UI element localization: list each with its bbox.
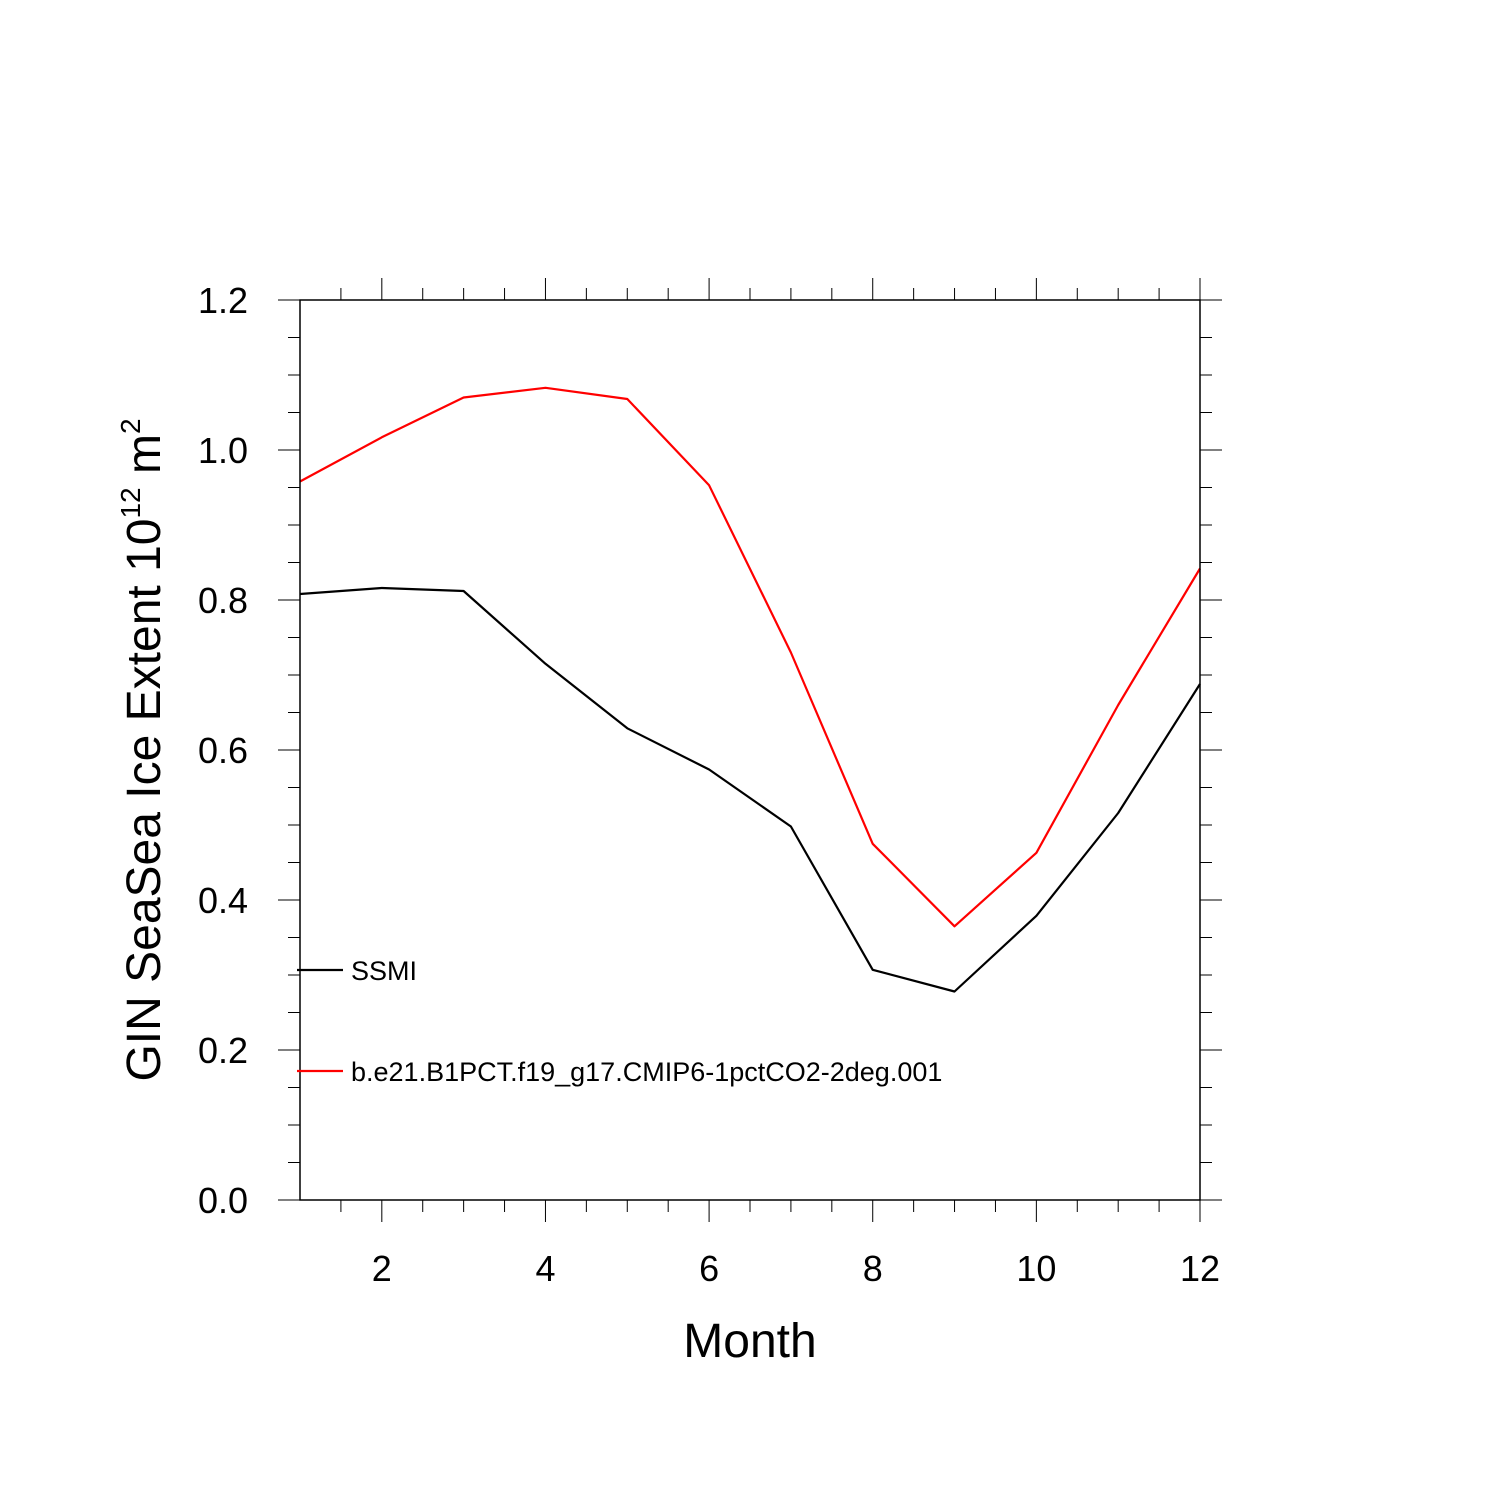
- y-tick-label: 0.8: [198, 580, 248, 621]
- x-tick-label: 2: [372, 1248, 392, 1289]
- x-tick-label: 4: [535, 1248, 555, 1289]
- series-line-model: [299, 386, 1201, 928]
- y-tick-label: 1.0: [198, 430, 248, 471]
- lines-layer: [299, 386, 1201, 993]
- legend: SSMI b.e21.B1PCT.f19_g17.CMIP6-1pctCO2-2d…: [297, 956, 942, 1087]
- legend-label: SSMI: [351, 956, 417, 986]
- x-tick-label: 12: [1180, 1248, 1220, 1289]
- y-tick-label: 0.0: [198, 1180, 248, 1221]
- legend-label: b.e21.B1PCT.f19_g17.CMIP6-1pctCO2-2deg.0…: [351, 1057, 942, 1087]
- y-axis-label-exponent-1: 12: [115, 487, 146, 518]
- y-axis-label-prefix: GIN SeaSea Ice Extent 10: [118, 519, 171, 1082]
- y-axis-label: GIN SeaSea Ice Extent 1012 m2: [115, 418, 171, 1081]
- y-axis-label-middle: m: [118, 434, 171, 487]
- x-axis-label: Month: [683, 1315, 816, 1368]
- y-tick-label: 1.2: [198, 280, 248, 321]
- x-tick-label: 10: [1016, 1248, 1056, 1289]
- series-line-ssmi: [299, 586, 1201, 993]
- y-tick-label: 0.2: [198, 1030, 248, 1071]
- x-tick-label: 8: [863, 1248, 883, 1289]
- y-tick-label: 0.6: [198, 730, 248, 771]
- ticks-layer: [278, 278, 1222, 1222]
- labels-layer: 2 4 6 8 10 12 0.0 0.2 0.4 0.6 0.8 1.0 1.2: [198, 280, 1220, 1289]
- x-tick-label: 6: [699, 1248, 719, 1289]
- y-axis-label-exponent-2: 2: [115, 418, 146, 434]
- y-tick-label: 0.4: [198, 880, 248, 921]
- plot-frame: [299, 299, 1201, 1201]
